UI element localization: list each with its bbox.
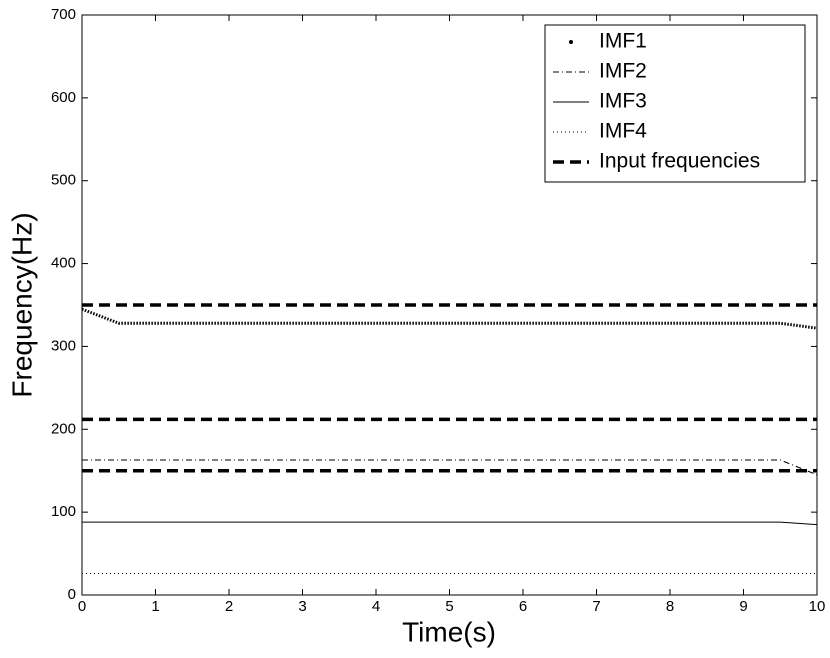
x-tick-label: 10 xyxy=(809,598,826,615)
x-tick-label: 3 xyxy=(298,598,306,615)
x-tick-label: 1 xyxy=(151,598,159,615)
x-tick-label: 2 xyxy=(225,598,233,615)
y-tick-label: 200 xyxy=(51,420,76,437)
y-tick-label: 700 xyxy=(51,6,76,23)
x-tick-label: 5 xyxy=(445,598,453,615)
legend-label: Input frequencies xyxy=(599,150,760,173)
legend-label: IMF2 xyxy=(599,60,647,83)
legend-label: IMF1 xyxy=(599,30,647,53)
x-tick-label: 6 xyxy=(519,598,527,615)
legend-box xyxy=(544,24,806,183)
x-tick-label: 4 xyxy=(372,598,380,615)
y-tick-label: 0 xyxy=(68,586,76,603)
x-axis-label: Time(s) xyxy=(402,616,496,647)
x-tick-label: 7 xyxy=(592,598,600,615)
y-tick-label: 100 xyxy=(51,503,76,520)
legend-label: IMF3 xyxy=(599,90,647,113)
series-line xyxy=(81,307,818,330)
x-tick-label: 9 xyxy=(739,598,747,615)
y-axis-label: Frequency(Hz) xyxy=(6,212,37,397)
x-tick-label: 0 xyxy=(78,598,86,615)
y-tick-label: 600 xyxy=(51,89,76,106)
series-line xyxy=(82,459,818,476)
y-tick-label: 400 xyxy=(51,255,76,272)
y-tick-label: 300 xyxy=(51,337,76,354)
x-tick-label: 8 xyxy=(666,598,674,615)
y-tick-label: 500 xyxy=(51,172,76,189)
legend-swatch xyxy=(569,40,573,44)
legend-label: IMF4 xyxy=(599,120,647,143)
series-line xyxy=(82,521,818,526)
